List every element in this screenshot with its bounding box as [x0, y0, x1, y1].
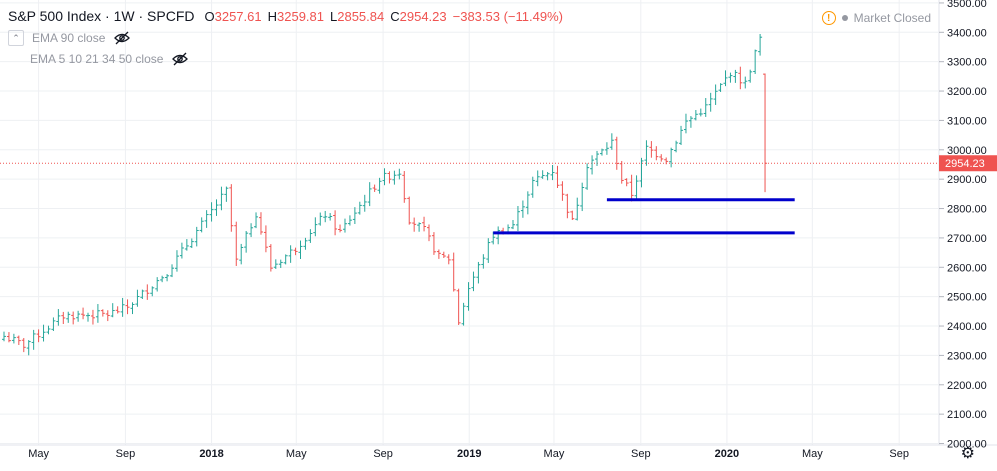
y-tick-label: 3500.00: [947, 0, 987, 10]
market-status[interactable]: ! Market Closed: [821, 11, 931, 25]
y-tick-label: 2200.00: [947, 380, 987, 392]
time-axis[interactable]: May Sep 2018 May Sep 2019 May Sep 2020 May Sep: [28, 448, 909, 460]
low-label: L: [330, 8, 338, 24]
collapse-icon[interactable]: ⌃: [8, 30, 24, 46]
support-lines: [493, 198, 795, 235]
last-price-value: 2954.23: [945, 158, 985, 170]
last-price-badge: [939, 155, 997, 172]
close-value: 2954.23: [399, 8, 447, 24]
warning-icon[interactable]: !: [821, 11, 836, 25]
indicator-label: EMA 90 close: [32, 31, 106, 45]
x-tick-label: Sep: [631, 448, 651, 460]
y-tick-label: 2800.00: [947, 204, 987, 216]
x-tick-label: 2019: [457, 448, 481, 460]
x-tick-label: 2020: [715, 448, 739, 460]
market-status-label: Market Closed: [853, 11, 931, 25]
open-label: O: [204, 8, 215, 24]
x-tick-label: Sep: [889, 448, 909, 460]
ohlc-values: O3257.61 H3259.81 L2855.84 C2954.23 −383…: [204, 9, 562, 24]
x-tick-label: Sep: [373, 448, 393, 460]
x-tick-label: May: [802, 448, 823, 460]
x-tick-label: May: [544, 448, 565, 460]
low-value: 2855.84: [337, 8, 385, 24]
price-axis-bg: [939, 0, 997, 471]
y-tick-label: 2900.00: [947, 174, 987, 186]
chart-legend: S&P 500 Index · 1W · SPCFD O3257.61 H325…: [8, 8, 563, 66]
y-tick-label: 3300.00: [947, 57, 987, 69]
symbol-title[interactable]: S&P 500 Index · 1W · SPCFD: [8, 8, 195, 24]
x-tick-label: 2018: [199, 448, 223, 460]
indicator-label: EMA 5 10 21 34 50 close: [30, 52, 164, 66]
status-dot-icon: [841, 15, 848, 21]
y-tick-label: 2300.00: [947, 350, 987, 362]
y-tick-label: 2700.00: [947, 233, 987, 245]
x-tick-label: Sep: [116, 448, 136, 460]
indicator-ema90[interactable]: ⌃ EMA 90 close: [8, 30, 563, 46]
high-value: 3259.81: [277, 8, 324, 24]
y-tick-label: 3400.00: [947, 27, 987, 39]
y-tick-label: 2600.00: [947, 262, 987, 274]
high-label: H: [267, 8, 277, 24]
ohlc-bars: [2, 34, 768, 356]
eye-hidden-icon[interactable]: [171, 52, 189, 66]
change-value: −383.53 (−11.49%): [452, 8, 563, 24]
eye-hidden-icon[interactable]: [113, 31, 131, 45]
x-tick-label: May: [28, 448, 49, 460]
chart-grid: [0, 0, 938, 445]
y-tick-label: 2000.00: [947, 439, 987, 451]
y-tick-label: 3200.00: [947, 86, 987, 98]
price-axis[interactable]: 2000.00 2100.00 2200.00 2300.00 2400.00 2500.…: [939, 0, 987, 451]
last-price-label: 2954.23: [939, 155, 997, 172]
x-tick-label: May: [286, 448, 307, 460]
y-tick-label: 2400.00: [947, 321, 987, 333]
close-label: C: [390, 8, 400, 24]
y-tick-label: 3000.00: [947, 145, 987, 157]
open-value: 3257.61: [214, 8, 262, 24]
y-tick-label: 2100.00: [947, 409, 987, 421]
y-tick-label: 3100.00: [947, 115, 987, 127]
gear-icon[interactable]: ⚙: [960, 445, 975, 462]
y-tick-label: 2500.00: [947, 292, 987, 304]
indicator-ema-ribbon[interactable]: EMA 5 10 21 34 50 close: [30, 52, 563, 66]
